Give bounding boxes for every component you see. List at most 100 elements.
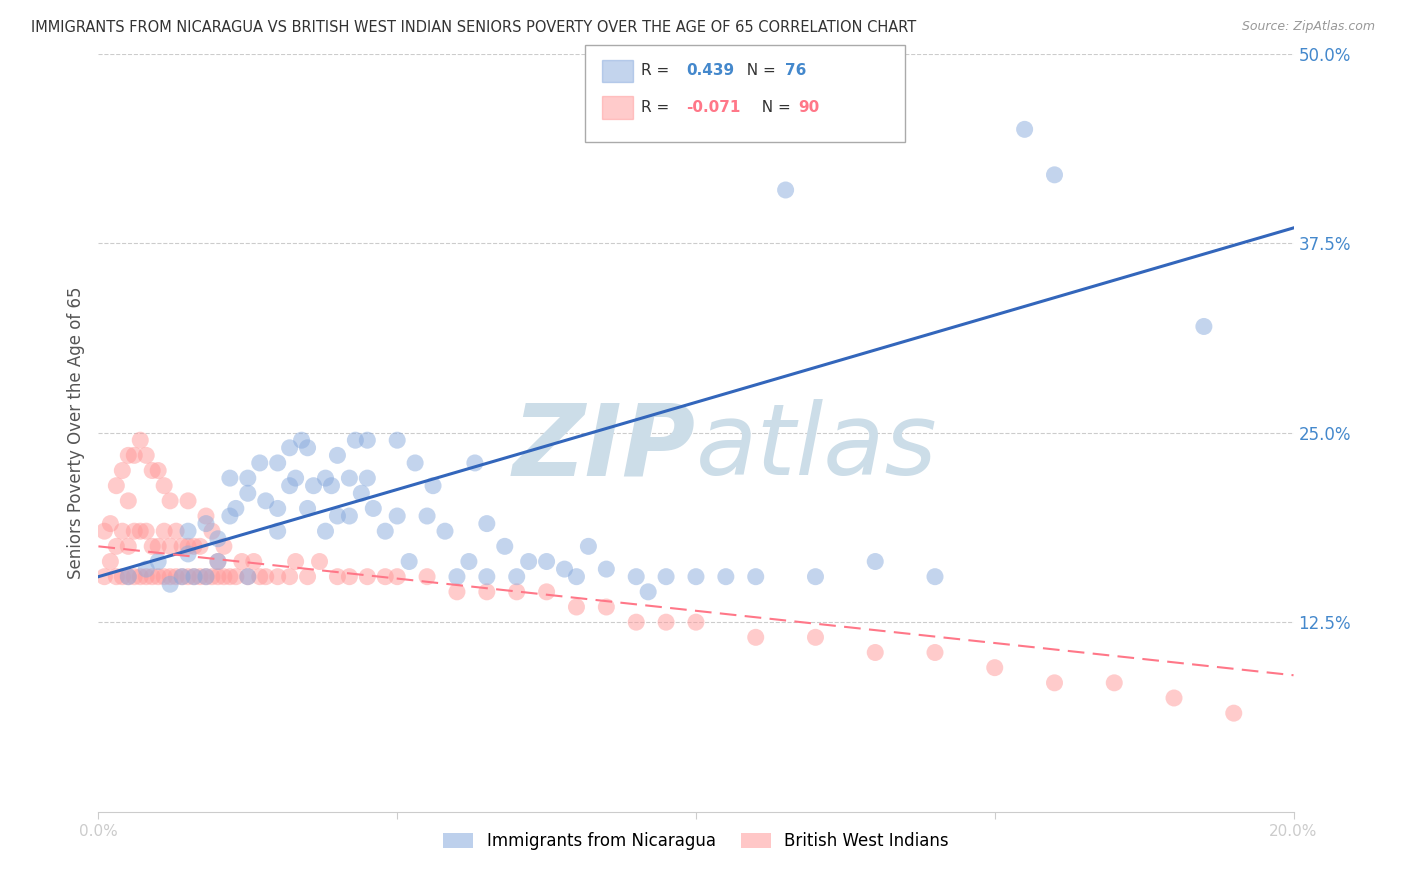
Point	[339, 471, 361, 485]
Point	[297, 441, 319, 455]
Text: IMMIGRANTS FROM NICARAGUA VS BRITISH WEST INDIAN SENIORS POVERTY OVER THE AGE OF: IMMIGRANTS FROM NICARAGUA VS BRITISH WES…	[31, 20, 917, 35]
Point	[506, 570, 529, 584]
Point	[183, 570, 205, 584]
Point	[267, 501, 290, 516]
Legend: Immigrants from Nicaragua, British West Indians: Immigrants from Nicaragua, British West …	[437, 825, 955, 856]
Point	[865, 646, 887, 660]
Point	[458, 554, 481, 569]
Point	[141, 464, 163, 478]
Point	[201, 570, 224, 584]
Point	[565, 570, 588, 584]
Point	[219, 508, 242, 523]
Point	[446, 585, 468, 599]
Point	[1163, 691, 1185, 706]
Point	[111, 570, 134, 584]
Text: 76: 76	[785, 63, 806, 78]
Point	[148, 539, 170, 553]
Point	[685, 570, 707, 584]
Point	[124, 524, 146, 539]
Point	[278, 570, 301, 584]
Point	[188, 539, 211, 553]
Point	[637, 585, 659, 599]
Point	[475, 585, 498, 599]
Text: Source: ZipAtlas.com: Source: ZipAtlas.com	[1241, 20, 1375, 33]
Point	[183, 570, 205, 584]
Point	[153, 570, 176, 584]
Point	[1104, 676, 1126, 690]
Point	[315, 471, 337, 485]
Point	[231, 554, 253, 569]
Point	[865, 554, 887, 569]
Point	[356, 570, 378, 584]
Text: -0.071: -0.071	[686, 100, 741, 114]
Point	[284, 471, 307, 485]
Point	[297, 501, 319, 516]
Point	[385, 570, 409, 584]
Point	[105, 479, 128, 493]
Point	[745, 630, 768, 644]
Point	[177, 494, 200, 508]
Point	[267, 456, 290, 470]
Point	[141, 539, 163, 553]
Text: atlas: atlas	[696, 400, 938, 496]
Point	[685, 615, 707, 630]
Point	[243, 554, 266, 569]
Point	[135, 570, 157, 584]
Point	[153, 479, 176, 493]
Point	[626, 570, 648, 584]
Point	[183, 539, 205, 553]
Point	[177, 547, 200, 561]
Point	[308, 554, 330, 569]
Point	[117, 570, 139, 584]
Point	[159, 494, 181, 508]
Point	[344, 434, 367, 448]
Point	[475, 516, 498, 531]
Point	[207, 554, 229, 569]
Point	[278, 479, 301, 493]
Point	[363, 501, 385, 516]
Point	[148, 464, 170, 478]
Point	[321, 479, 343, 493]
Point	[249, 570, 271, 584]
Point	[148, 570, 170, 584]
Point	[159, 539, 181, 553]
Point	[385, 508, 409, 523]
Point	[207, 570, 229, 584]
Point	[188, 570, 211, 584]
Point	[804, 570, 827, 584]
Point	[315, 524, 337, 539]
Point	[446, 570, 468, 584]
Point	[111, 464, 134, 478]
Text: N =: N =	[752, 100, 796, 114]
Point	[124, 570, 146, 584]
Point	[117, 494, 139, 508]
Point	[924, 570, 946, 584]
Point	[326, 449, 349, 463]
Point	[177, 539, 200, 553]
Point	[111, 524, 134, 539]
Text: 0.439: 0.439	[686, 63, 734, 78]
Point	[141, 570, 163, 584]
Point	[225, 570, 247, 584]
Point	[159, 577, 181, 591]
Point	[745, 570, 768, 584]
Point	[595, 562, 617, 576]
Point	[536, 554, 558, 569]
Point	[105, 539, 128, 553]
Point	[225, 501, 247, 516]
Point	[172, 570, 194, 584]
Point	[350, 486, 373, 500]
Point	[98, 516, 122, 531]
Point	[148, 554, 170, 569]
Point	[236, 570, 259, 584]
Point	[404, 456, 426, 470]
Point	[219, 570, 242, 584]
Point	[135, 562, 157, 576]
Point	[284, 554, 307, 569]
Point	[655, 570, 678, 584]
Point	[464, 456, 486, 470]
Point	[804, 630, 827, 644]
Point	[195, 570, 218, 584]
Text: R =: R =	[641, 100, 675, 114]
Point	[626, 615, 648, 630]
